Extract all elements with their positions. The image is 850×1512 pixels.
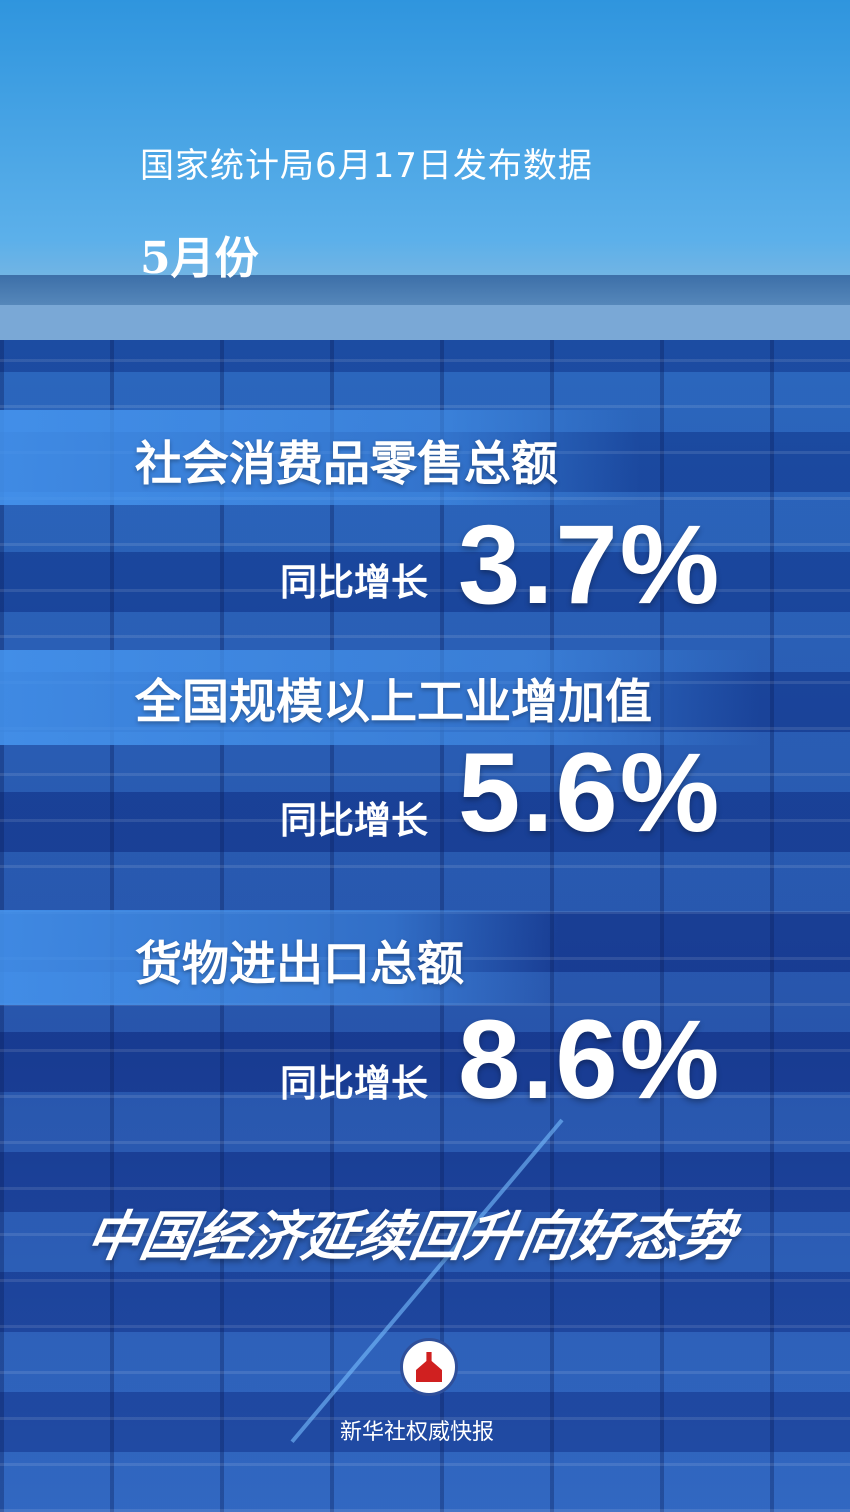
footer-credit: 新华社权威快报	[340, 1420, 495, 1445]
stat-title-retail: 社会消费品零售总额	[135, 437, 558, 492]
stat-label-industry: 同比增长	[280, 799, 428, 842]
stat-value-retail: 3.7%	[458, 502, 722, 627]
stat-label-trade: 同比增长	[280, 1062, 428, 1105]
slogan: 中国经济延续回升向好态势	[81, 1205, 741, 1268]
sea-background	[0, 305, 850, 345]
stat-value-industry: 5.6%	[458, 730, 722, 855]
stat-label-retail: 同比增长	[280, 561, 428, 604]
highlight-band-3	[0, 910, 560, 1005]
sky-background	[0, 0, 850, 300]
stat-title-trade: 货物进出口总额	[135, 937, 464, 992]
highlight-band-2	[0, 650, 760, 745]
stat-title-industry: 全国规模以上工业增加值	[135, 675, 652, 730]
highlight-band-1	[0, 410, 640, 505]
source-text: 国家统计局6月17日发布数据	[140, 146, 593, 186]
stat-value-trade: 8.6%	[458, 997, 722, 1122]
xinhua-logo	[400, 1338, 458, 1396]
period-text: 5月份	[140, 233, 259, 284]
logo-emblem-icon	[416, 1352, 442, 1382]
